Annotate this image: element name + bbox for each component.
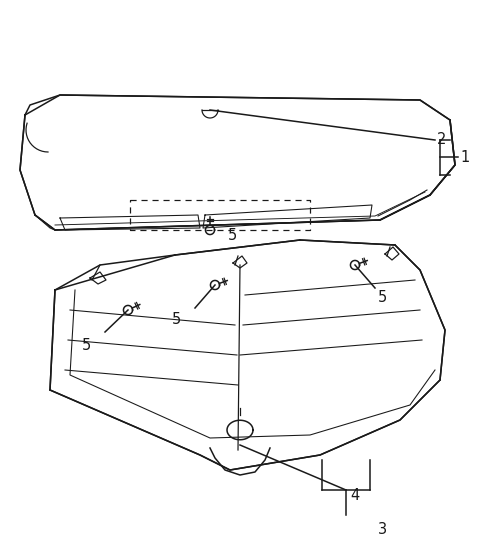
- Text: 5: 5: [82, 337, 91, 352]
- Text: 5: 5: [228, 228, 237, 244]
- Text: 2: 2: [437, 132, 446, 147]
- Text: 1: 1: [460, 150, 469, 165]
- Text: 5: 5: [378, 290, 387, 305]
- Text: 3: 3: [378, 522, 387, 537]
- Text: 4: 4: [350, 488, 359, 502]
- Text: 5: 5: [172, 312, 181, 327]
